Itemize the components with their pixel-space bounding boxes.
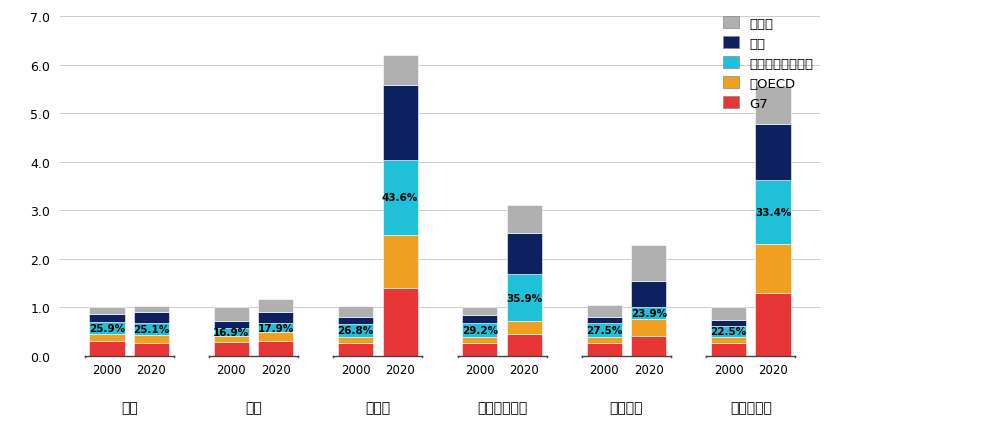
Text: 27.5%: 27.5% xyxy=(586,326,622,335)
Text: 23.9%: 23.9% xyxy=(631,309,667,318)
Bar xyxy=(258,299,293,312)
Bar xyxy=(214,342,249,356)
Bar xyxy=(338,343,373,356)
Bar xyxy=(383,288,418,356)
Bar xyxy=(711,337,746,343)
Bar xyxy=(383,56,418,85)
Text: インドネシア: インドネシア xyxy=(477,400,527,414)
Bar xyxy=(462,337,497,343)
Text: インド: インド xyxy=(365,400,390,414)
Bar xyxy=(587,317,622,324)
Bar xyxy=(258,332,293,341)
Text: 25.1%: 25.1% xyxy=(133,324,170,334)
Bar xyxy=(711,320,746,326)
Bar xyxy=(258,312,293,323)
Bar xyxy=(507,335,542,356)
Bar xyxy=(507,233,542,275)
Bar xyxy=(89,308,125,314)
Bar xyxy=(338,317,373,324)
Bar xyxy=(711,307,746,320)
Bar xyxy=(214,308,249,322)
Bar xyxy=(507,205,542,233)
Bar xyxy=(755,87,791,125)
Bar xyxy=(755,293,791,356)
Bar xyxy=(755,245,791,293)
Bar xyxy=(214,329,249,336)
Bar xyxy=(134,312,169,323)
Text: 16.9%: 16.9% xyxy=(213,328,249,338)
Bar xyxy=(338,324,373,337)
Bar xyxy=(711,343,746,356)
Bar xyxy=(134,335,169,343)
Bar xyxy=(134,343,169,356)
Bar xyxy=(383,85,418,161)
Text: 25.9%: 25.9% xyxy=(89,323,125,333)
Bar xyxy=(587,337,622,343)
Bar xyxy=(258,323,293,332)
Bar xyxy=(507,321,542,335)
Bar xyxy=(338,337,373,343)
Bar xyxy=(631,245,666,281)
Bar xyxy=(462,343,497,356)
Bar xyxy=(711,326,746,337)
Bar xyxy=(134,306,169,312)
Text: 南アフリカ: 南アフリカ xyxy=(730,400,772,414)
Bar xyxy=(383,235,418,288)
Bar xyxy=(755,180,791,245)
Text: 17.9%: 17.9% xyxy=(258,323,294,333)
Bar xyxy=(755,125,791,180)
Bar xyxy=(631,281,666,308)
Bar xyxy=(89,335,125,342)
Text: 33.4%: 33.4% xyxy=(755,207,791,217)
Bar xyxy=(89,342,125,356)
Bar xyxy=(258,341,293,356)
Bar xyxy=(89,314,125,322)
Legend: その他, 中国, グローバルサウス, 他OECD, G7: その他, 中国, グローバルサウス, 他OECD, G7 xyxy=(723,17,813,111)
Text: 35.9%: 35.9% xyxy=(506,293,543,303)
Bar xyxy=(383,161,418,235)
Bar xyxy=(462,307,497,316)
Text: 26.8%: 26.8% xyxy=(337,326,374,335)
Bar xyxy=(587,306,622,317)
Bar xyxy=(462,323,497,337)
Bar xyxy=(338,307,373,317)
Text: 43.6%: 43.6% xyxy=(382,193,418,203)
Bar xyxy=(587,343,622,356)
Bar xyxy=(631,308,666,319)
Bar xyxy=(134,323,169,335)
Text: 22.5%: 22.5% xyxy=(710,327,747,337)
Bar xyxy=(631,336,666,356)
Text: ブラジル: ブラジル xyxy=(610,400,643,414)
Bar xyxy=(214,336,249,342)
Bar xyxy=(462,316,497,323)
Bar xyxy=(587,324,622,337)
Bar xyxy=(507,275,542,321)
Bar xyxy=(89,322,125,335)
Bar xyxy=(631,319,666,336)
Bar xyxy=(214,322,249,329)
Text: 29.2%: 29.2% xyxy=(462,325,498,335)
Text: 米国: 米国 xyxy=(245,400,262,414)
Text: 日本: 日本 xyxy=(121,400,138,414)
